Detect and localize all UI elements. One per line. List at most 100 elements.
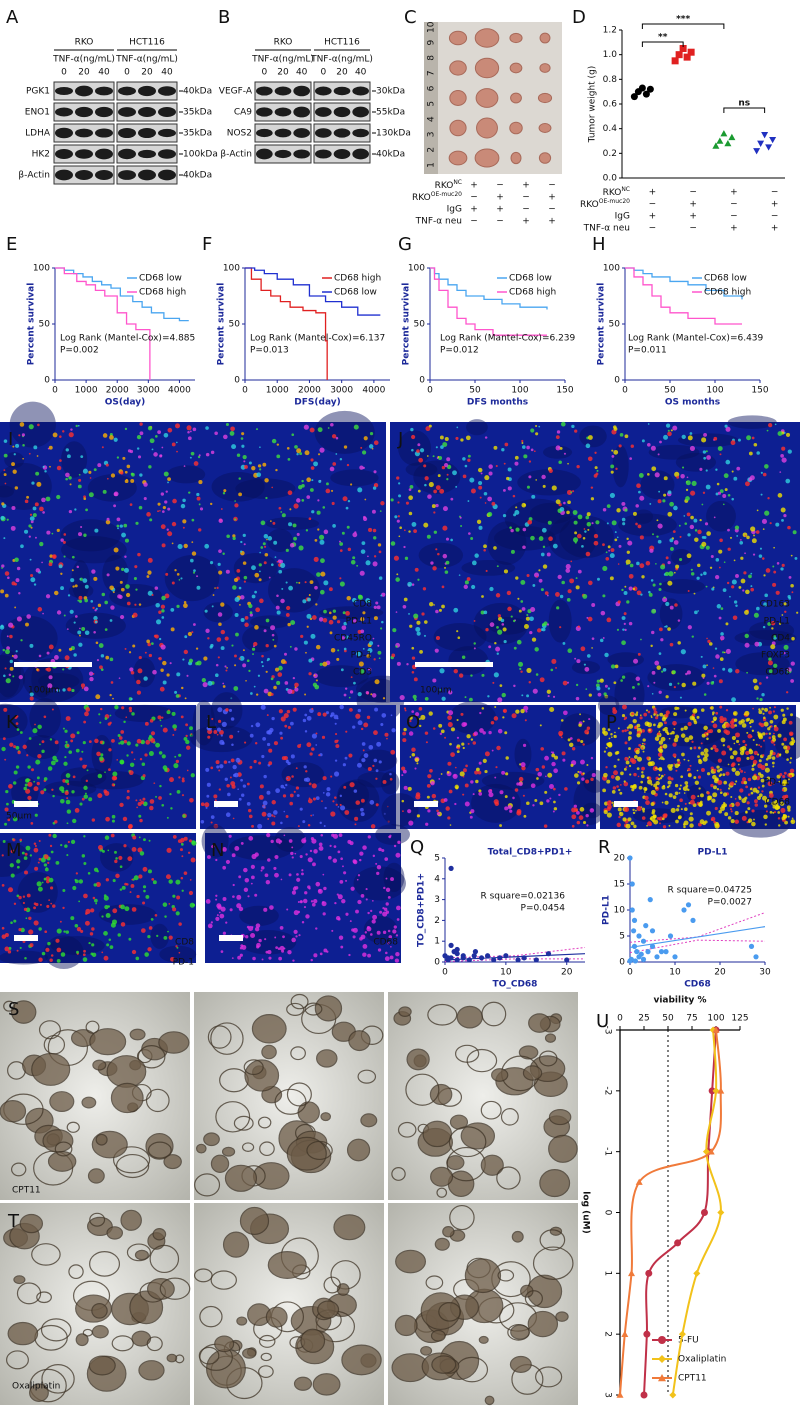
cell — [467, 454, 471, 458]
cell — [582, 720, 585, 723]
cell — [302, 718, 307, 723]
data-point — [761, 132, 769, 139]
cell — [495, 464, 498, 468]
cell — [323, 580, 329, 586]
cell — [641, 816, 646, 820]
cell — [406, 663, 409, 666]
cell — [272, 521, 276, 525]
cell — [35, 759, 41, 765]
cell — [6, 646, 10, 650]
cell — [25, 622, 29, 627]
cell — [250, 692, 253, 695]
dose: 20 — [277, 68, 289, 78]
x-tick-label: 20 — [561, 968, 573, 978]
organoid — [129, 1028, 146, 1041]
cell — [712, 716, 718, 721]
organoid — [548, 1109, 572, 1126]
cell — [2, 648, 6, 652]
treatment: TNF-α(ng/mL) — [115, 55, 178, 65]
cell — [357, 899, 362, 905]
cell — [499, 684, 503, 687]
cell — [188, 890, 194, 896]
cell — [170, 807, 173, 810]
cell — [777, 431, 783, 437]
cell — [129, 667, 134, 672]
cell — [126, 754, 129, 757]
cell — [216, 733, 219, 736]
data-point — [497, 955, 503, 961]
cell — [360, 894, 365, 898]
cell — [464, 801, 470, 807]
organoid — [286, 1082, 312, 1107]
sign: + — [771, 224, 779, 234]
cell — [384, 956, 390, 962]
cell — [690, 572, 695, 576]
cell — [75, 872, 79, 875]
cell — [54, 740, 59, 745]
cell — [97, 773, 103, 779]
data-point — [627, 958, 633, 964]
cell — [63, 555, 66, 558]
cell — [391, 653, 396, 658]
tissue — [314, 410, 375, 454]
cell — [596, 469, 599, 472]
cell — [647, 779, 653, 785]
cell — [331, 501, 335, 506]
cell — [633, 755, 638, 759]
cell — [727, 787, 731, 790]
cell — [456, 426, 459, 429]
tumor — [475, 88, 499, 108]
cell — [407, 581, 413, 587]
cell — [670, 429, 673, 432]
panel-letter: J — [397, 429, 403, 450]
cell — [770, 620, 776, 626]
cell — [138, 655, 142, 660]
cell — [689, 432, 693, 435]
cell — [287, 949, 292, 955]
cell — [754, 803, 758, 807]
cell — [94, 528, 99, 533]
cell — [420, 714, 426, 720]
cell — [721, 651, 725, 654]
cell — [49, 465, 51, 468]
sign: − — [522, 205, 530, 215]
cell — [418, 724, 422, 728]
organoid — [241, 1142, 255, 1152]
cell — [672, 530, 676, 534]
cell — [785, 478, 791, 484]
tissue — [418, 542, 464, 568]
cell — [62, 668, 65, 671]
cell — [656, 519, 659, 522]
cell — [283, 755, 288, 761]
cell — [284, 681, 289, 685]
cell — [786, 691, 789, 694]
cell — [309, 580, 314, 585]
data-point — [635, 1178, 643, 1185]
cell — [579, 713, 582, 716]
x-tick-label: 25 — [638, 1014, 649, 1024]
cell — [410, 427, 414, 432]
cell — [389, 772, 392, 776]
cell — [176, 895, 181, 900]
cell — [760, 471, 763, 474]
cell — [128, 823, 133, 829]
cell — [243, 460, 246, 463]
legend-label: Oxaliplatin — [678, 1355, 726, 1365]
cell — [731, 762, 736, 767]
tumor — [509, 32, 523, 44]
cell — [45, 668, 49, 671]
cell — [85, 908, 91, 914]
organoid — [210, 1270, 237, 1290]
survival-curve — [430, 267, 548, 310]
cell — [64, 790, 69, 796]
y-tick-label: 0 — [619, 958, 625, 968]
cell — [66, 454, 71, 459]
cell — [336, 717, 339, 720]
cell — [51, 708, 54, 711]
organoid — [195, 1143, 207, 1154]
cell — [239, 655, 245, 661]
organoid — [466, 1048, 498, 1073]
cell — [781, 518, 784, 522]
cell — [276, 594, 279, 598]
cell — [258, 794, 264, 800]
